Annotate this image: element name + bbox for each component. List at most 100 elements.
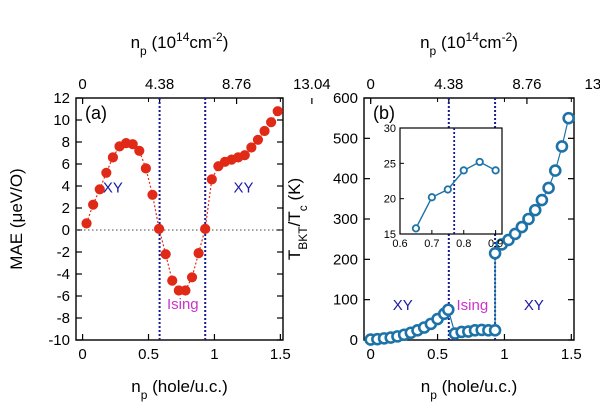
- inset-x-tick-label: 0.9: [488, 238, 503, 250]
- inset-y-tick-label: 25: [384, 158, 396, 170]
- series-line: [85, 110, 279, 292]
- data-point: [246, 142, 257, 153]
- inset-data-point: [411, 224, 421, 233]
- inset-data-point: [427, 193, 436, 202]
- data-point: [160, 249, 171, 260]
- x-tick-label: 0: [367, 346, 375, 363]
- data-point: [542, 181, 555, 195]
- y-tick-label: -10: [48, 332, 70, 349]
- top-axis-label-end: ): [512, 33, 518, 52]
- y-tick-label: 300: [333, 211, 358, 228]
- x-axis-label-main: n: [131, 377, 140, 396]
- inset-x-tick-label: 0.6: [392, 238, 407, 250]
- y-tick-label: 2: [62, 200, 70, 217]
- x-tick-label: 0.5: [138, 346, 159, 363]
- data-point: [193, 248, 204, 259]
- panel-label: (b): [373, 103, 395, 123]
- data-point: [107, 152, 119, 163]
- panel-b-tbkt-chart: 0 0.5 1 1.5 0 100 200 300 400 500 600 0 4.38 8.76 13.0…: [285, 30, 600, 402]
- y-axis-label: MAE (μeV/O): [7, 168, 26, 269]
- y-tick-label: 10: [53, 112, 70, 129]
- top-tick-label: 4.38: [145, 76, 174, 93]
- x-axis-label-main: n: [421, 377, 430, 396]
- data-point: [140, 163, 151, 174]
- top-axis-label-sub: p: [140, 44, 147, 58]
- x-tick-label: 1: [210, 346, 218, 363]
- data-point: [252, 134, 264, 145]
- data-point: [562, 111, 575, 125]
- data-point: [239, 150, 250, 161]
- data-point: [127, 139, 138, 150]
- data-point: [488, 324, 502, 337]
- top-axis-label-unit: cm: [479, 33, 502, 52]
- x-tick-label: 0: [78, 346, 86, 363]
- y-tick-label: 12: [53, 90, 70, 107]
- x-tick-label: 0.5: [427, 346, 448, 363]
- y-tick-label: 8: [62, 134, 70, 151]
- phase-region-label: XY: [393, 297, 413, 314]
- top-axis-label-rest: (10: [147, 33, 176, 52]
- data-point: [555, 140, 569, 153]
- top-axis-label-sup: 14: [466, 30, 480, 44]
- top-tick-label: 13.04: [293, 76, 331, 93]
- top-tick-label: 8.76: [512, 76, 541, 93]
- data-point: [528, 203, 542, 217]
- top-axis-label-unit-sup: -2: [502, 30, 513, 44]
- y-tick-label: -2: [57, 244, 70, 261]
- y-tick-label: -6: [57, 288, 70, 305]
- y-tick-label: 200: [333, 251, 358, 268]
- x-tick-label: 1.5: [270, 346, 291, 363]
- y-tick-label: -8: [57, 310, 70, 327]
- top-axis-label: np (1014cm-2): [420, 30, 518, 58]
- top-axis-label-sub: p: [430, 44, 437, 58]
- x-tick-label: 1: [500, 346, 508, 363]
- y-axis-label-sub2: c: [296, 205, 310, 211]
- top-tick-label: 4.38: [434, 76, 463, 93]
- panel-label: (a): [85, 103, 107, 123]
- y-tick-label: 0: [350, 332, 358, 349]
- phase-region-label: Ising: [457, 297, 489, 314]
- inset-y-tick-label: 15: [384, 229, 396, 241]
- inset-data-point: [475, 157, 484, 167]
- panel-a-mae-chart: 0 0.5 1 1.5 -10 -8 -6 -4 -2 0 2 4 6 8 10 12 0 4.38 8.76 13.…: [7, 30, 331, 402]
- data-point: [101, 167, 112, 178]
- data-point: [88, 199, 99, 210]
- top-tick-label: 13.04: [585, 76, 600, 93]
- y-tick-label: 6: [62, 156, 70, 173]
- data-point: [272, 106, 283, 117]
- y-tick-label: 600: [333, 90, 358, 107]
- top-tick-label: 0: [78, 76, 86, 93]
- inset-frame: [399, 127, 503, 235]
- data-point: [548, 164, 562, 177]
- x-axis-label-rest: (hole/u.c.): [147, 377, 227, 396]
- data-point: [186, 272, 198, 283]
- data-point: [153, 223, 165, 234]
- y-axis-label-unit: (K): [285, 178, 304, 205]
- top-axis-label-unit: cm: [189, 33, 212, 52]
- y-tick-label: 4: [62, 178, 70, 195]
- data-point: [94, 184, 105, 195]
- inset-x-tick-label: 0.8: [456, 238, 471, 250]
- data-point: [167, 275, 178, 286]
- inset-y-tick-label: 20: [384, 194, 396, 206]
- x-tick-label: 1.5: [561, 346, 582, 363]
- y-axis-label-sub1: BKT: [296, 226, 310, 250]
- top-axis-label-rest: (10: [436, 33, 465, 52]
- data-point: [134, 145, 145, 156]
- data-point: [81, 218, 92, 229]
- x-axis-label-rest: (hole/u.c.): [437, 377, 517, 396]
- top-axis-label-main: n: [131, 33, 140, 52]
- data-point: [259, 125, 270, 137]
- top-axis-label-end: ): [223, 33, 229, 52]
- data-point: [200, 223, 211, 234]
- top-axis-label-main: n: [420, 33, 429, 52]
- inset-x-tick-label: 0.7: [424, 238, 439, 250]
- data-point: [522, 212, 535, 226]
- y-tick-label: 500: [333, 130, 358, 147]
- data-point: [515, 220, 529, 234]
- x-axis-label-sub: p: [141, 388, 148, 402]
- y-axis-label: TBKT/Tc (K): [285, 178, 310, 260]
- y-tick-label: -4: [57, 266, 70, 283]
- inset-data-point: [491, 166, 500, 175]
